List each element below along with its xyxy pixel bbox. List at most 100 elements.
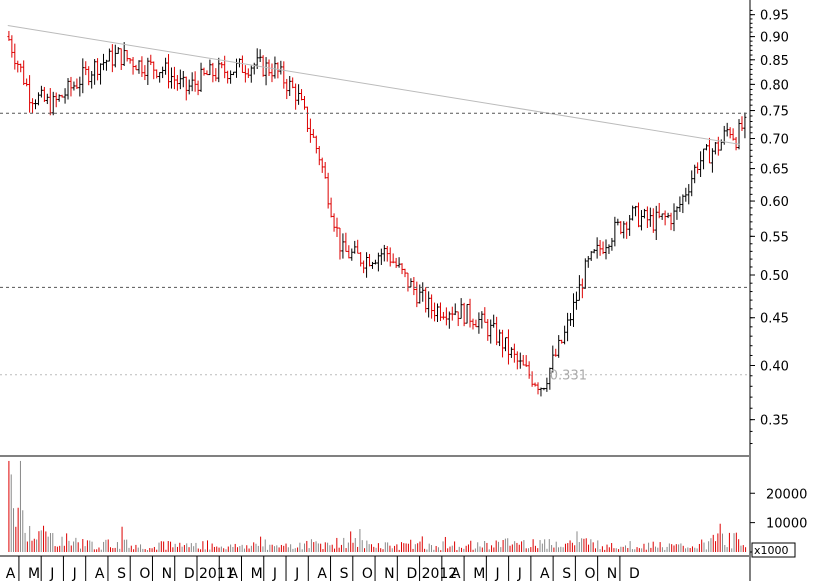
price-bar <box>397 257 401 268</box>
price-bar <box>645 206 649 228</box>
price-bar <box>220 62 224 69</box>
price-bar <box>252 62 256 75</box>
price-bar <box>509 347 513 358</box>
price-bar <box>412 277 416 296</box>
price-bar <box>7 30 11 41</box>
price-bar <box>560 339 564 344</box>
price-bar <box>424 287 428 313</box>
x-tick-label: S <box>340 566 349 581</box>
price-bar <box>506 329 510 365</box>
price-bar <box>385 246 389 262</box>
price-bar <box>589 251 593 261</box>
price-bar <box>707 137 711 164</box>
price-bar <box>36 92 40 106</box>
price-bar <box>642 208 646 219</box>
price-bar <box>574 291 578 310</box>
price-bar <box>149 54 153 65</box>
price-bar <box>25 78 29 87</box>
price-bar <box>657 202 661 219</box>
price-bar <box>51 91 55 116</box>
price-bar <box>601 241 605 255</box>
price-bar <box>39 85 43 98</box>
price-bar <box>684 187 688 202</box>
price-bar <box>101 53 105 71</box>
price-bar <box>468 298 472 328</box>
price-bar <box>438 302 442 322</box>
price-bar <box>359 252 363 267</box>
price-bar <box>376 252 380 272</box>
price-bar <box>610 237 614 251</box>
price-bar <box>465 303 469 324</box>
x-tick-label: N <box>607 566 617 581</box>
price-bar <box>527 361 531 379</box>
price-bar <box>184 76 188 101</box>
price-bar <box>382 244 386 262</box>
price-bar <box>515 351 519 370</box>
price-bar <box>305 106 309 132</box>
x-tick-label: J <box>49 566 54 581</box>
x-tick-label: M <box>28 566 40 581</box>
price-bar <box>696 162 700 174</box>
price-bar <box>285 78 289 100</box>
price-bar <box>350 248 354 261</box>
price-bar <box>370 261 374 269</box>
price-bar <box>394 257 398 268</box>
price-bar <box>45 93 49 105</box>
price-bar <box>471 318 475 330</box>
price-bar <box>637 202 641 228</box>
price-bar <box>84 61 88 76</box>
price-bar <box>453 303 457 316</box>
price-bar <box>128 57 132 64</box>
price-bar <box>542 387 546 391</box>
y-tick-label: 0.40 <box>760 359 789 374</box>
price-bar <box>362 260 366 274</box>
price-bar <box>155 69 159 79</box>
y-tick-label: 0.80 <box>760 78 789 93</box>
price-panel: 0.331 <box>0 24 749 397</box>
price-bar <box>666 212 670 219</box>
price-bar <box>243 65 247 83</box>
price-bar <box>477 312 481 334</box>
price-bar <box>107 48 111 62</box>
price-bar <box>498 329 502 347</box>
price-bar <box>341 233 345 259</box>
price-bar <box>415 281 419 308</box>
price-bar <box>406 272 410 292</box>
price-bar <box>436 303 440 323</box>
price-bar <box>158 72 162 83</box>
price-bar <box>93 59 97 85</box>
y-tick-label: 0.85 <box>760 54 789 69</box>
price-bar <box>373 259 377 265</box>
volume-units-box <box>751 542 796 558</box>
price-bar <box>743 112 747 139</box>
price-bar <box>137 60 141 74</box>
price-bar <box>140 56 144 77</box>
price-bar <box>178 69 182 90</box>
price-bar <box>288 76 292 96</box>
price-bar <box>308 118 312 143</box>
price-bar <box>486 319 490 341</box>
price-bar <box>54 92 58 108</box>
x-tick-label: D <box>629 566 640 581</box>
price-bar <box>725 122 729 137</box>
volume-units-label: x1000 <box>754 544 789 557</box>
price-bar <box>344 232 348 252</box>
price-bar <box>208 59 212 76</box>
price-bar <box>607 244 611 254</box>
price-bar <box>592 249 596 254</box>
price-bar <box>409 278 413 288</box>
price-bar <box>202 67 206 76</box>
price-bar <box>480 311 484 329</box>
price-bar <box>96 58 100 81</box>
price-bar <box>302 96 306 110</box>
price-bar <box>678 196 682 212</box>
price-bar <box>651 208 655 233</box>
price-bar <box>69 76 73 97</box>
price-bar <box>512 343 516 363</box>
price-bar <box>214 68 218 82</box>
price-bar <box>356 239 360 254</box>
price-bar <box>569 312 573 326</box>
price-bar <box>329 197 333 218</box>
price-bar <box>226 70 230 84</box>
price-bar <box>181 70 185 88</box>
